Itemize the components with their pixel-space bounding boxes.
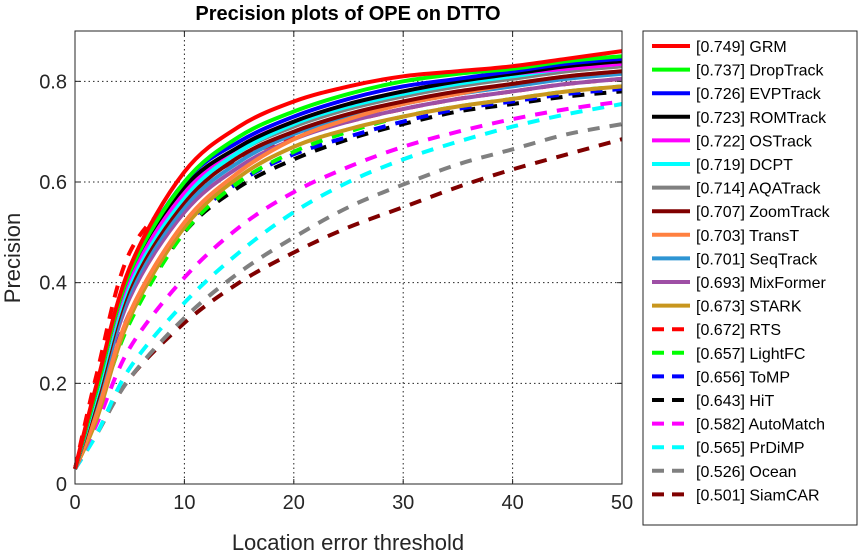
legend-entry: [0.723] ROMTrack — [696, 110, 827, 127]
series-line-automatch — [73, 99, 623, 470]
x-axis-label: Location error threshold — [232, 530, 464, 555]
legend-entry: [0.707] ZoomTrack — [696, 204, 831, 221]
x-tick-label: 40 — [501, 492, 523, 514]
x-tick-label: 10 — [173, 492, 195, 514]
grid-lines — [75, 31, 622, 484]
legend-entry: [0.749] GRM — [696, 39, 787, 56]
x-tick-label: 30 — [392, 492, 414, 514]
legend-entry: [0.722] OSTrack — [696, 133, 813, 150]
legend-entry: [0.701] SeqTrack — [696, 251, 818, 268]
legend-entry: [0.643] HiT — [696, 393, 774, 410]
series-line-prdimp — [73, 102, 623, 470]
plot-border — [74, 30, 623, 485]
legend-entry: [0.714] AQATrack — [696, 181, 822, 198]
y-tick-label: 0.8 — [39, 71, 67, 93]
legend-entry: [0.526] Ocean — [696, 464, 797, 481]
series-line-rts — [73, 76, 623, 470]
legend-entry: [0.656] ToMP — [696, 369, 790, 386]
series-layer — [73, 49, 623, 470]
legend-entry: [0.719] DCPT — [696, 157, 793, 174]
x-tick-label: 0 — [69, 492, 80, 514]
y-tick-label: 0.6 — [39, 172, 67, 194]
series-line-grm — [73, 49, 623, 470]
y-axis-label: Precision — [0, 213, 25, 303]
legend-entry: [0.693] MixFormer — [696, 275, 826, 292]
legend-entry: [0.703] TransT — [696, 228, 799, 245]
legend-box — [642, 30, 858, 526]
legend-entry: [0.565] PrDiMP — [696, 440, 804, 457]
y-tick-label: 0.2 — [39, 373, 67, 395]
axis-ticks: 0 10 20 30 40 50 0 0.2 0.4 0.6 0.8 — [39, 31, 633, 514]
legend: [0.749] GRM [0.737] DropTrack [0.726] EVPT… — [642, 30, 858, 526]
legend-entry: [0.501] SiamCAR — [696, 487, 820, 504]
legend-entry: [0.582] AutoMatch — [696, 417, 825, 434]
legend-entry: [0.726] EVPTrack — [696, 86, 822, 103]
legend-entry: [0.673] STARK — [696, 299, 802, 316]
legend-entry: [0.672] RTS — [696, 322, 781, 339]
y-tick-label: 0 — [56, 474, 67, 496]
x-tick-label: 50 — [611, 492, 633, 514]
y-tick-label: 0.4 — [39, 273, 67, 295]
legend-entry: [0.657] LightFC — [696, 346, 805, 363]
series-line-ocean — [73, 122, 623, 470]
x-tick-label: 20 — [283, 492, 305, 514]
chart-title: Precision plots of OPE on DTTO — [195, 3, 500, 25]
legend-entry: [0.737] DropTrack — [696, 63, 824, 80]
